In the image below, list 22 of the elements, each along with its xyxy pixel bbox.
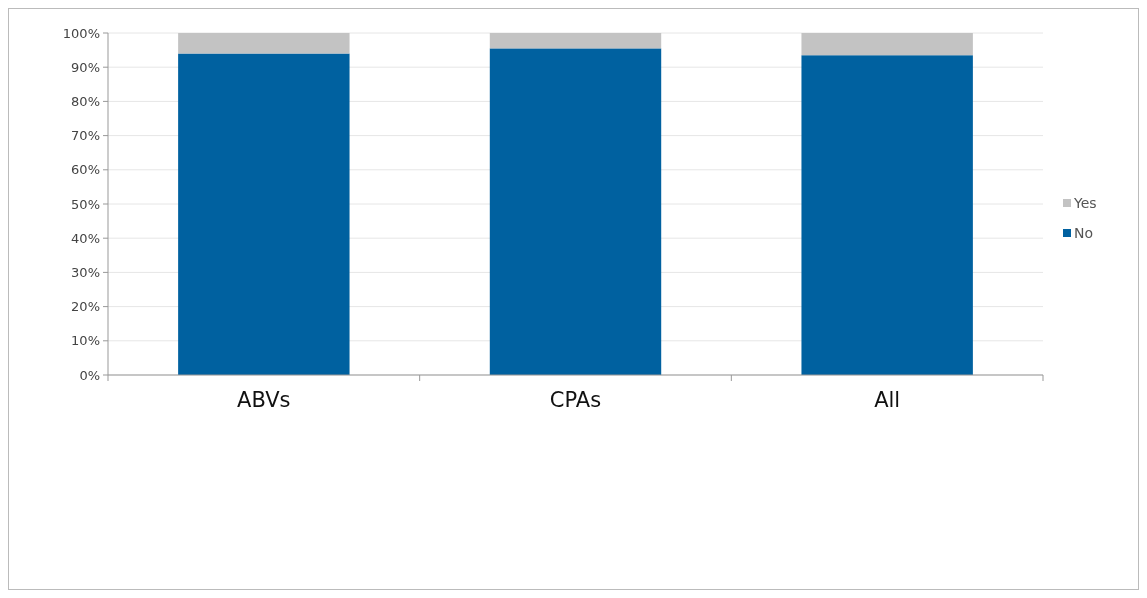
bar [178, 53, 350, 375]
legend-label: Yes [1073, 195, 1097, 211]
y-tick-label: 90% [71, 59, 100, 75]
y-tick-label: 80% [71, 93, 100, 109]
bar [801, 33, 973, 56]
x-tick-label: CPAs [549, 388, 602, 412]
y-tick-label: 20% [71, 299, 100, 315]
legend-label: No [1074, 225, 1094, 241]
bar [801, 55, 973, 375]
y-tick-label: 0% [79, 367, 100, 383]
bar [178, 33, 350, 54]
x-tick-label: All [874, 388, 901, 412]
y-tick-label: 70% [71, 128, 100, 144]
y-tick-label: 50% [71, 196, 100, 212]
bar [489, 33, 662, 49]
y-tick-label: 60% [71, 162, 100, 178]
bar [489, 48, 662, 375]
y-tick-label: 30% [71, 264, 100, 280]
y-tick-label: 10% [71, 333, 100, 349]
y-tick-label: 100% [62, 25, 100, 41]
y-tick-label: 40% [71, 230, 100, 246]
x-tick-label: ABVs [237, 388, 291, 412]
